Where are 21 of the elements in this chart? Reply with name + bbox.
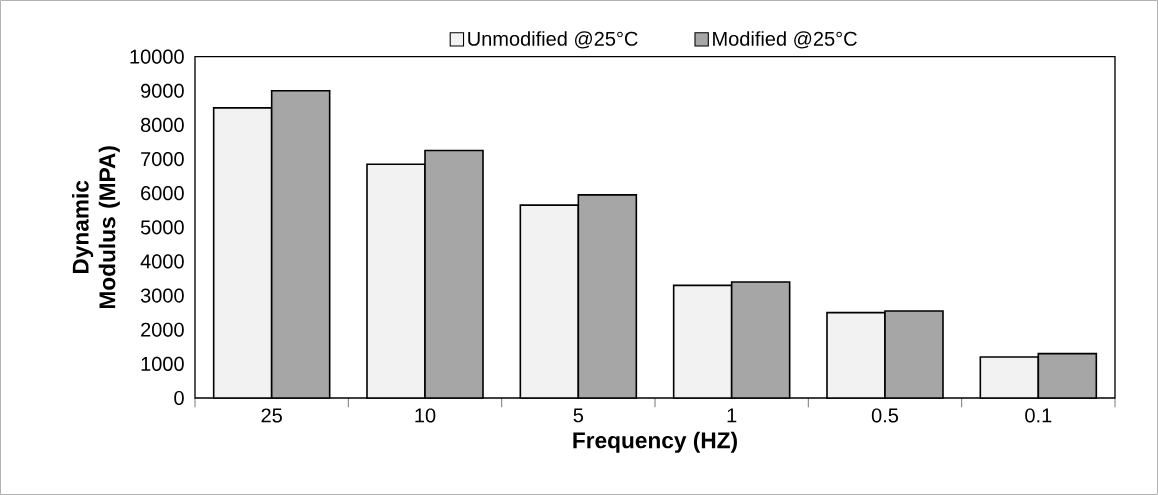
y-tick-label: 5000 <box>140 220 184 235</box>
x-tick-label: 5 <box>573 408 584 423</box>
y-tick-label: 7000 <box>141 151 184 167</box>
x-tick-label: 0.5 <box>871 408 899 423</box>
y-tick-label: 3000 <box>140 288 184 303</box>
x-tick-label: 10 <box>415 408 436 423</box>
y-tick-label: 6000 <box>141 186 184 201</box>
y-axis-title: Dynamic Modulus (MPA) <box>72 146 120 309</box>
y-tick-label: 1000 <box>141 356 184 371</box>
legend-label: Unmodified @25°C <box>468 31 638 49</box>
x-tick-label: 1 <box>727 408 737 423</box>
y-tick-label: 8000 <box>140 117 184 132</box>
y-tick-label: 10000 <box>130 49 184 64</box>
y-tick-label: 0 <box>174 390 184 406</box>
y-tick-label: 9000 <box>141 83 184 98</box>
x-tick-label: 25 <box>261 408 282 423</box>
x-axis-title: Frequency (HZ) <box>573 431 737 453</box>
legend-label: Modified @25°C <box>713 31 857 49</box>
x-tick-label: 0.1 <box>1025 408 1052 423</box>
y-tick-label: 2000 <box>141 322 184 337</box>
y-tick-label: 4000 <box>140 254 184 269</box>
